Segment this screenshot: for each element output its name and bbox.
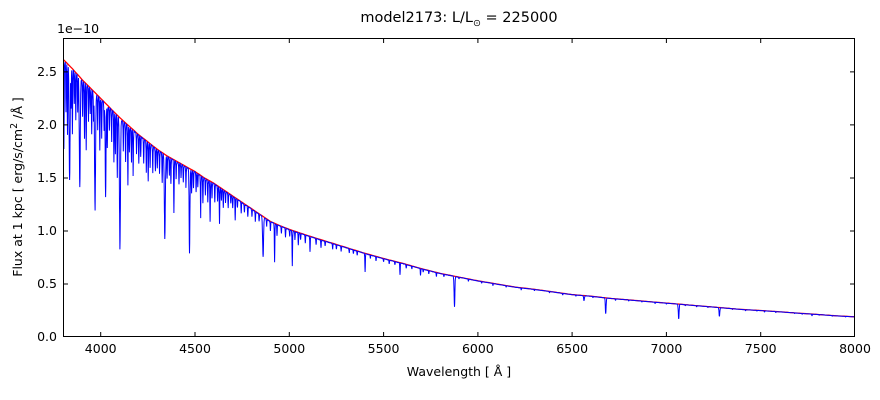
chart-title-prefix: model2173: L/L [360, 10, 473, 26]
y-tick-label-1.0: 1.0 [37, 222, 57, 238]
x-tick-label-4500: 4500 [179, 341, 211, 356]
chart-title-suffix: = 225000 [480, 10, 558, 26]
x-tick-label-5500: 5500 [367, 341, 400, 356]
y-tick-label-2.5: 2.5 [37, 63, 57, 79]
y-tick-label-2.0: 2.0 [37, 116, 57, 132]
sun-symbol: ⊙ [472, 17, 481, 29]
y-axis-offset-label: 1e−10 [57, 21, 100, 36]
x-tick-label-8000: 8000 [839, 341, 871, 356]
axis-ticks [64, 39, 855, 337]
x-axis-label: Wavelength [ Å ] [406, 364, 512, 379]
y-axis-label-prefix: Flux at 1 kpc [ erg/s/cm [10, 128, 26, 277]
y-tick-label-0.0: 0.0 [37, 329, 57, 344]
x-tick-label-5000: 5000 [273, 341, 306, 356]
x-tick-label-4000: 4000 [84, 341, 117, 356]
x-tick-label-6500: 6500 [556, 341, 589, 356]
x-tick-label-7500: 7500 [744, 341, 777, 356]
plot-border [63, 38, 855, 337]
y-tick-label-1.5: 1.5 [37, 169, 57, 185]
x-tick-label-6000: 6000 [461, 341, 494, 356]
plot-area [63, 38, 855, 337]
x-tick-label-7000: 7000 [650, 341, 683, 356]
chart-title: model2173: L/L⊙ = 225000 [63, 10, 855, 29]
y-tick-label-0.5: 0.5 [37, 275, 57, 291]
spectrum-line [63, 60, 855, 319]
